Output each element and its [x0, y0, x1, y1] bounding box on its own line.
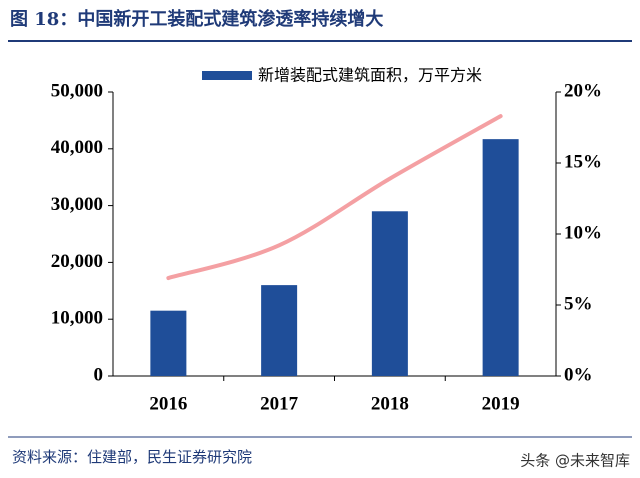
bar	[261, 285, 298, 376]
y2-tick-label: 0%	[564, 364, 593, 385]
y-tick-label: 30,000	[51, 194, 103, 215]
y-tick-label: 0	[94, 364, 104, 385]
y2-tick-label: 15%	[564, 151, 602, 172]
bar	[371, 211, 408, 376]
y2-tick-label: 10%	[564, 222, 602, 243]
chart-title: 图 18：中国新开工装配式建筑渗透率持续增大	[10, 8, 383, 30]
y-tick-label: 20,000	[51, 251, 103, 272]
line	[166, 114, 503, 281]
legend-label: 新增装配式建筑面积，万平方米	[258, 66, 482, 85]
y2-tick-label: 5%	[564, 293, 593, 314]
x-tick-label: 2017	[260, 393, 299, 414]
source: 资料来源：住建部，民生证券研究院	[12, 448, 252, 466]
x-tick-label: 2016	[149, 393, 187, 414]
y-tick-label: 10,000	[51, 308, 103, 329]
x-tick-label: 2019	[482, 393, 520, 414]
bar	[150, 310, 187, 376]
y-tick-label: 50,000	[51, 80, 103, 101]
y-tick-label: 40,000	[51, 137, 103, 158]
watermark: 头条 @未来智库	[520, 452, 630, 470]
legend-swatch	[202, 71, 252, 80]
bar	[482, 139, 519, 376]
y2-tick-label: 20%	[564, 80, 602, 101]
x-tick-label: 2018	[371, 393, 409, 414]
